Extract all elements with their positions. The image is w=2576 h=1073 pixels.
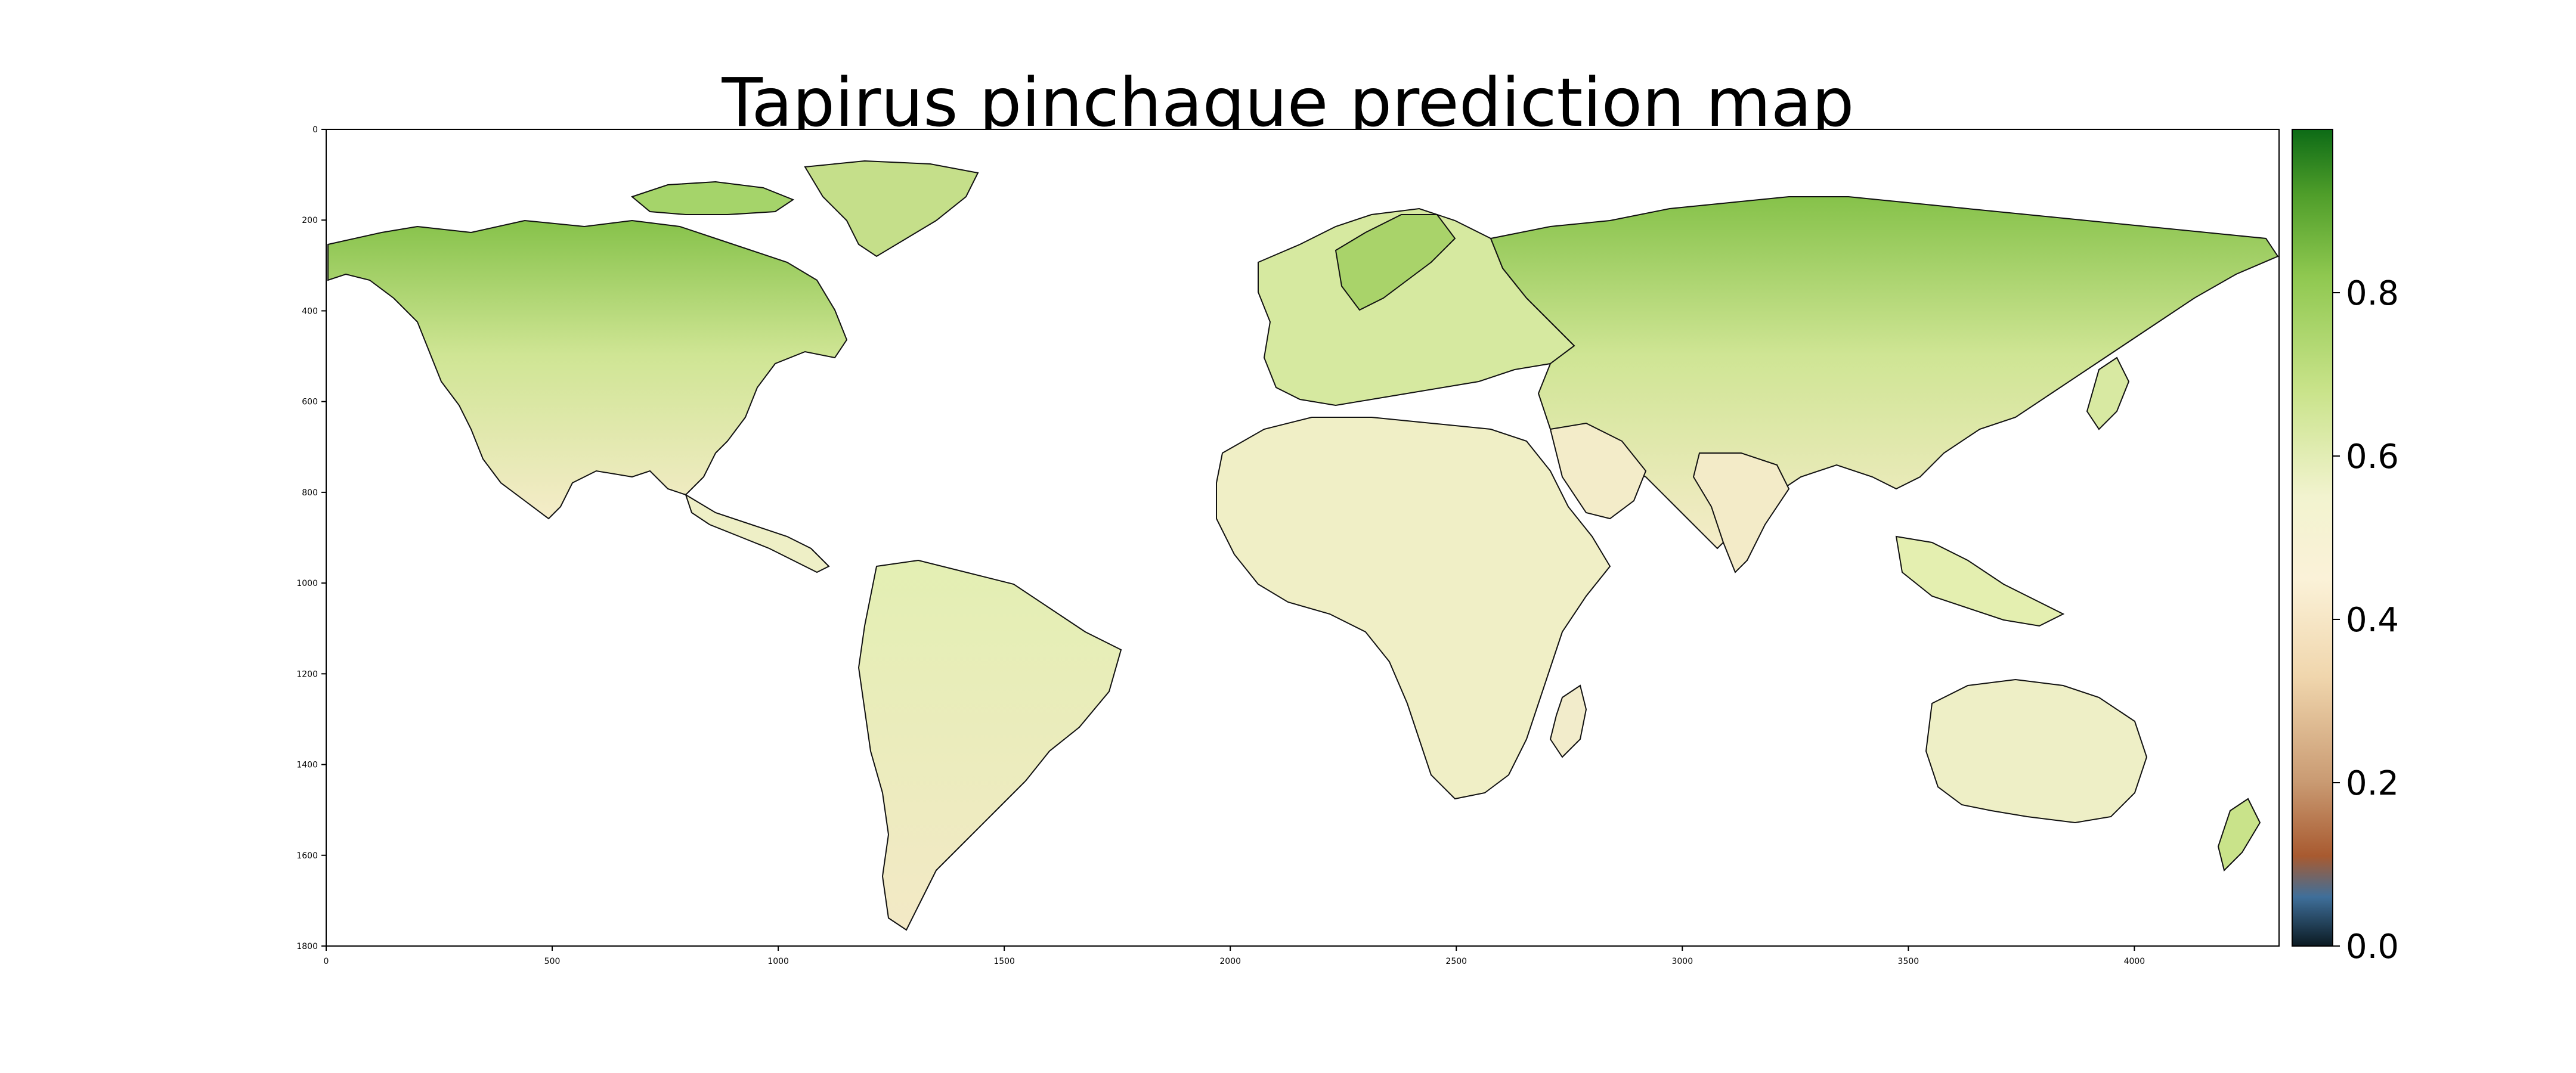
x-tick-label: 1500	[993, 957, 1015, 966]
x-tick-label: 500	[544, 957, 561, 966]
y-tick-label: 400	[302, 306, 318, 316]
y-tick-label: 1600	[296, 851, 318, 861]
y-axis: 0 200 400 600 800 1000 1200 1400 1600 1800	[296, 125, 326, 951]
colorbar-tick-label: 0.0	[2346, 928, 2399, 966]
x-axis: 0 500 1000 1500 2000 2500 3000 3500 4000	[324, 946, 2145, 966]
colorbar-tick-label: 0.4	[2346, 601, 2399, 640]
greenland-landmass	[804, 160, 979, 258]
y-tick-label: 600	[302, 398, 318, 407]
australia-landmass	[1925, 678, 2148, 824]
y-tick-label: 1400	[296, 761, 318, 770]
x-tick-label: 0	[324, 957, 329, 966]
indian-subcontinent-landmass	[1692, 452, 1790, 573]
south-america-landmass	[857, 559, 1122, 931]
colorbar-ticks: 0.0 0.2 0.4 0.6 0.8	[2333, 274, 2399, 966]
arctic-islands	[630, 181, 795, 215]
y-tick-label: 200	[302, 216, 318, 225]
y-tick-label: 1000	[296, 579, 318, 588]
x-tick-label: 1000	[767, 957, 789, 966]
southeast-asia-islands	[1895, 535, 2065, 627]
colorbar-tick-label: 0.8	[2346, 274, 2399, 313]
land-layer	[327, 160, 2279, 931]
x-tick-label: 4000	[2124, 957, 2145, 966]
x-tick-label: 3000	[1671, 957, 1693, 966]
colorbar-tick-label: 0.6	[2346, 438, 2399, 476]
colorbar: 0.0 0.2 0.4 0.6 0.8	[2292, 129, 2399, 966]
central-america-landmass	[685, 493, 830, 573]
y-tick-label: 800	[302, 488, 318, 498]
y-tick-label: 1200	[296, 669, 318, 679]
africa-landmass	[1216, 417, 1611, 800]
north-america-landmass	[327, 219, 848, 520]
arabian-peninsula-landmass	[1549, 422, 1647, 520]
colorbar-gradient	[2292, 129, 2333, 947]
x-tick-label: 2000	[1219, 957, 1241, 966]
scandinavia-landmass	[1335, 214, 1456, 311]
x-tick-label: 2500	[1445, 957, 1467, 966]
x-tick-label: 3500	[1898, 957, 1919, 966]
y-tick-label: 0	[312, 125, 318, 135]
y-tick-label: 1800	[296, 942, 318, 951]
japan-landmass	[2086, 356, 2130, 430]
colorbar-tick-label: 0.2	[2346, 764, 2399, 803]
madagascar-landmass	[1549, 684, 1587, 758]
new-zealand-landmass	[2217, 798, 2261, 872]
